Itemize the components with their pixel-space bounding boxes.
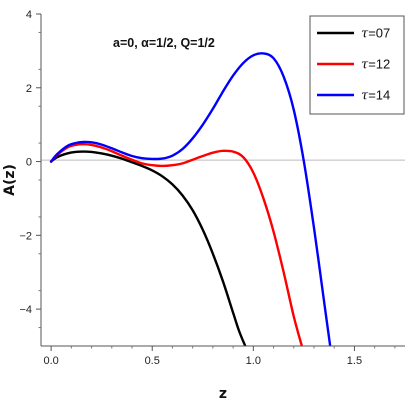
chart-annotation: a=0, α=1/2, Q=1/2 bbox=[113, 36, 215, 50]
legend-label-2: τ=12 bbox=[361, 57, 390, 73]
x-tick-label: 0.5 bbox=[145, 355, 160, 367]
x-axis-title: z bbox=[219, 386, 227, 402]
y-tick-label: 4 bbox=[26, 9, 32, 21]
legend: τ=07 τ=12 τ=14 bbox=[309, 15, 405, 115]
legend-items: τ=07 τ=12 τ=14 bbox=[317, 26, 390, 104]
series-layer bbox=[49, 52, 332, 346]
y-tick-label: −4 bbox=[19, 304, 32, 316]
legend-label-3: τ=14 bbox=[361, 88, 390, 104]
legend-label-1: τ=07 bbox=[361, 26, 390, 42]
y-axis-title: A(z) bbox=[2, 164, 18, 196]
series-line-2 bbox=[49, 143, 304, 346]
y-tick-label: 0 bbox=[26, 157, 32, 169]
ticks-layer: 0.0 0.5 1.0 1.5 4 2 0 −2 −4 bbox=[19, 9, 396, 367]
x-tick-label: 1.5 bbox=[347, 355, 362, 367]
series-line-1 bbox=[49, 150, 247, 346]
y-tick-label: −2 bbox=[19, 230, 32, 242]
x-tick-label: 1.0 bbox=[246, 355, 261, 367]
series-line-3 bbox=[49, 52, 332, 346]
y-tick-label: 2 bbox=[26, 83, 32, 95]
x-tick-label: 0.0 bbox=[43, 355, 58, 367]
